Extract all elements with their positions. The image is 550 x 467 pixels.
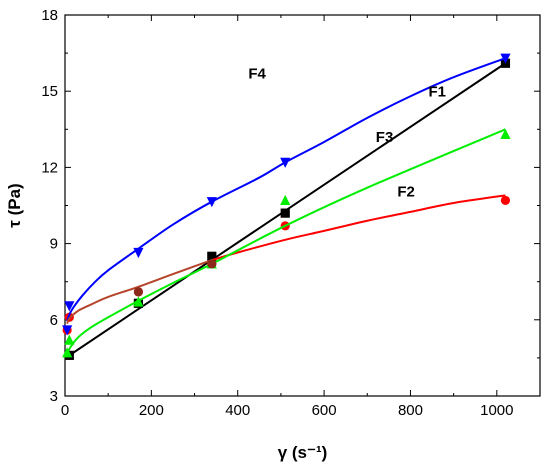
x-axis-title: γ (s⁻¹) — [278, 443, 328, 462]
fit-curve — [211, 194, 506, 262]
data-point — [206, 197, 217, 208]
y-tick-label: 12 — [41, 159, 58, 176]
x-tick-label: 1000 — [480, 402, 513, 419]
data-point — [207, 259, 217, 269]
fit-curve — [66, 128, 506, 356]
x-tick-label: 600 — [312, 402, 337, 419]
data-point — [207, 251, 217, 261]
x-tick-label: 200 — [139, 402, 164, 419]
y-tick-label: 3 — [50, 388, 58, 405]
series-unlabeled-4 — [66, 259, 217, 325]
series-f4 — [62, 53, 511, 336]
y-tick-label: 15 — [41, 83, 58, 100]
data-point — [64, 334, 75, 345]
x-tick-label: 800 — [398, 402, 423, 419]
fit-curve — [66, 259, 213, 325]
y-tick-label: 18 — [41, 7, 58, 24]
y-axis-title: τ (Pa) — [5, 183, 24, 227]
data-point — [133, 287, 144, 297]
series-label: F4 — [248, 66, 266, 83]
data-point — [500, 195, 511, 206]
fit-curve — [66, 57, 506, 322]
data-point — [133, 247, 144, 259]
data-point — [133, 296, 144, 307]
data-point — [64, 301, 75, 312]
series-label-layer: F4 F1 F3 F2 — [248, 66, 446, 201]
data-point — [500, 53, 511, 64]
data-point — [280, 208, 290, 218]
series-label: F1 — [428, 83, 446, 100]
data-point — [280, 157, 291, 168]
x-tick-label: 400 — [225, 402, 250, 419]
data-point — [500, 128, 511, 139]
series-f1 — [64, 58, 511, 360]
series-label: F3 — [376, 129, 394, 146]
data-point — [62, 325, 73, 336]
data-point — [62, 347, 73, 358]
series-label: F2 — [397, 184, 415, 201]
y-axis: 3 6 9 12 15 18 — [41, 7, 540, 405]
data-point — [280, 194, 291, 206]
y-tick-label: 6 — [50, 312, 58, 329]
y-tick-label: 9 — [50, 236, 58, 253]
x-axis: 0 200 400 600 800 1000 — [61, 15, 514, 419]
series-layer — [62, 53, 511, 360]
x-tick-label: 0 — [61, 402, 69, 419]
